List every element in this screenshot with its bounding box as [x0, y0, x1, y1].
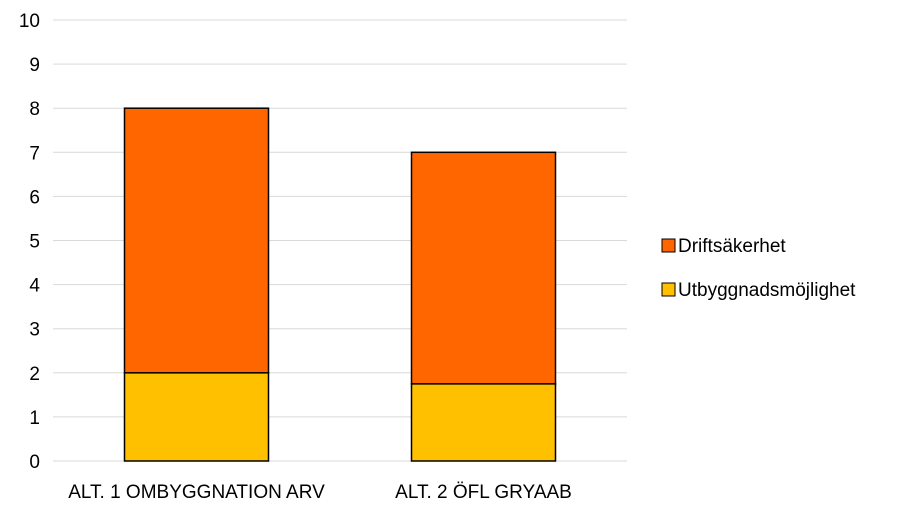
y-tick-label-1: 1: [29, 408, 40, 429]
y-tick-label-9: 9: [29, 55, 40, 76]
y-tick-label-2: 2: [29, 364, 40, 385]
bar-2-driftsäkerhet: [410, 151, 557, 385]
legend-label-driftsäkerhet: Driftsäkerhet: [678, 236, 786, 257]
y-tick-label-10: 10: [19, 11, 40, 32]
bar-1-utbyggnadsmöjlighet: [123, 372, 270, 462]
y-tick-label-4: 4: [29, 276, 40, 297]
legend-label-utbyggnadsmöjlighet: Utbyggnadsmöjlighet: [678, 280, 856, 301]
bar-1-driftsäkerhet: [123, 107, 270, 374]
y-tick-label-7: 7: [29, 143, 40, 164]
legend-swatch-utbyggnadsmöjlighet: [661, 282, 676, 297]
y-tick-label-8: 8: [29, 99, 40, 120]
bar-2-utbyggnadsmöjlighet: [410, 383, 557, 462]
y-tick-label-3: 3: [29, 320, 40, 341]
x-category-label-2: ALT. 2 ÖFL GRYAAB: [395, 482, 572, 503]
legend-swatch-driftsäkerhet: [661, 238, 676, 253]
x-category-label-1: ALT. 1 OMBYGGNATION ARV: [68, 482, 325, 503]
y-tick-label-5: 5: [29, 232, 40, 253]
y-tick-label-0: 0: [29, 452, 40, 473]
y-tick-label-6: 6: [29, 187, 40, 208]
